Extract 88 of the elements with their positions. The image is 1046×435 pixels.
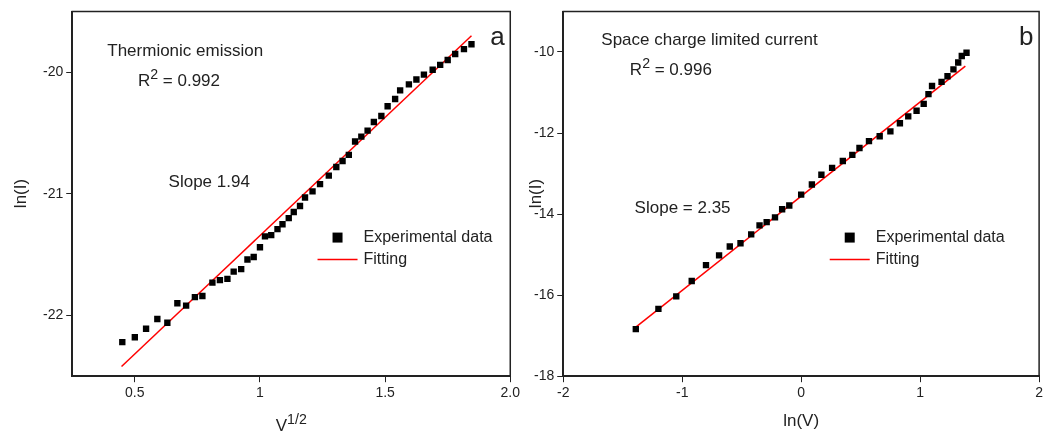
point bbox=[437, 61, 444, 69]
annotation: a bbox=[490, 21, 505, 52]
point bbox=[726, 243, 733, 250]
legend-label: Fitting bbox=[875, 249, 920, 267]
point bbox=[413, 76, 420, 83]
point bbox=[887, 128, 894, 135]
point bbox=[420, 71, 428, 78]
x-tick-label: 1 bbox=[916, 384, 925, 401]
point bbox=[756, 222, 763, 229]
legend-label: Experimental data bbox=[363, 227, 493, 245]
y-tick-label: -22 bbox=[43, 306, 64, 323]
x-tick-label: 0.5 bbox=[125, 384, 145, 401]
y-tick-label: -21 bbox=[43, 184, 64, 201]
point bbox=[955, 59, 962, 66]
annotation: R$^{2}$ = 0.996 bbox=[629, 55, 712, 79]
point bbox=[797, 191, 805, 198]
annotation: Space charge limited current bbox=[601, 29, 818, 49]
point bbox=[351, 138, 359, 145]
point bbox=[856, 144, 863, 152]
x-tick-label: 0 bbox=[797, 384, 806, 401]
point bbox=[256, 244, 264, 251]
point bbox=[230, 268, 237, 275]
y-tick-label: -10 bbox=[534, 42, 555, 59]
x-tick-label: 1 bbox=[256, 384, 265, 401]
point bbox=[715, 252, 723, 259]
point bbox=[468, 41, 475, 48]
point bbox=[154, 315, 161, 323]
y-axis-title: ln(I) bbox=[526, 179, 546, 209]
point bbox=[224, 275, 231, 283]
point bbox=[655, 305, 662, 313]
point bbox=[378, 112, 385, 120]
point bbox=[391, 95, 399, 103]
x-tick-label: 1.5 bbox=[375, 384, 396, 401]
point bbox=[763, 218, 770, 226]
point bbox=[325, 172, 332, 179]
point bbox=[839, 157, 846, 165]
y-tick-label: -20 bbox=[43, 63, 64, 80]
point bbox=[905, 113, 912, 120]
x-tick-label: -2 bbox=[557, 384, 570, 401]
point bbox=[950, 66, 957, 73]
point bbox=[818, 171, 825, 178]
point bbox=[673, 293, 680, 300]
point bbox=[913, 107, 920, 114]
x-axis-title: V$^{1/2}$ bbox=[275, 411, 307, 435]
point bbox=[786, 202, 793, 209]
point bbox=[938, 78, 945, 86]
point bbox=[309, 188, 316, 195]
point bbox=[405, 81, 413, 88]
point bbox=[963, 49, 970, 56]
annotation: Thermionic emission bbox=[107, 40, 264, 60]
x-tick-label: 2 bbox=[1035, 384, 1044, 401]
point bbox=[279, 221, 286, 228]
point bbox=[384, 103, 391, 110]
point bbox=[164, 319, 171, 326]
point bbox=[142, 325, 150, 332]
annotation: Slope 1.94 bbox=[168, 171, 250, 191]
legend-label: Fitting bbox=[363, 249, 408, 267]
point bbox=[925, 90, 932, 98]
point bbox=[358, 133, 365, 140]
point bbox=[396, 87, 404, 94]
y-axis-title: ln(I) bbox=[10, 179, 30, 209]
point bbox=[364, 127, 371, 134]
point bbox=[174, 300, 181, 307]
point bbox=[182, 302, 190, 309]
point bbox=[737, 240, 744, 247]
point bbox=[274, 225, 281, 233]
annotation: Slope = 2.35 bbox=[634, 197, 731, 217]
legend-label: Experimental data bbox=[875, 227, 1005, 245]
point bbox=[244, 256, 251, 263]
annotation: b bbox=[1019, 21, 1034, 52]
y-tick-label: -16 bbox=[534, 285, 555, 302]
point bbox=[808, 181, 816, 188]
point bbox=[865, 137, 873, 145]
point bbox=[209, 279, 216, 286]
y-tick-label: -18 bbox=[534, 367, 555, 384]
x-tick-label: 2.0 bbox=[500, 384, 521, 401]
point bbox=[199, 292, 206, 300]
point bbox=[944, 73, 951, 80]
x-axis-title: ln(V) bbox=[783, 411, 820, 431]
point bbox=[429, 66, 436, 73]
point bbox=[849, 151, 856, 159]
point bbox=[301, 194, 309, 201]
annotation: R$^{2}$ = 0.992 bbox=[137, 66, 221, 90]
x-tick-label: -1 bbox=[675, 384, 689, 401]
y-tick-label: -12 bbox=[534, 123, 555, 140]
point bbox=[339, 157, 346, 165]
point bbox=[261, 233, 269, 240]
point bbox=[748, 231, 755, 238]
